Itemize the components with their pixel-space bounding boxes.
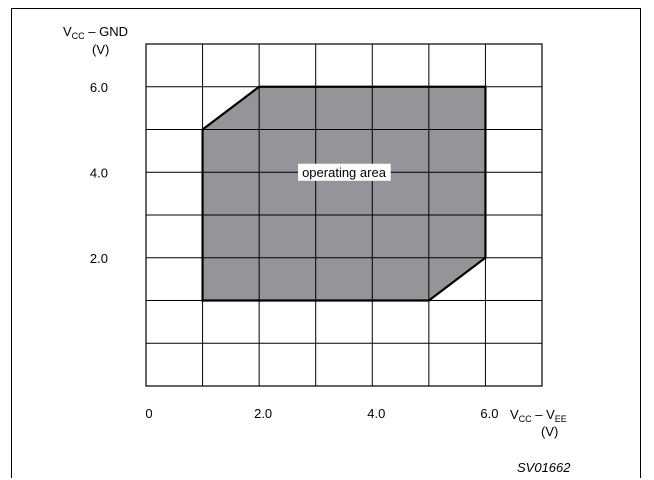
y-axis-unit: (V): [92, 42, 110, 57]
figure-reference: SV01662: [517, 460, 571, 475]
y-axis-label-rest: – GND: [84, 24, 129, 39]
y-tick-label: 4.0: [90, 165, 108, 180]
operating-area-outline: [201, 85, 487, 302]
x-tick-label: 6.0: [480, 406, 498, 421]
x-axis-label-main: V: [510, 407, 519, 422]
y-tick-label: 6.0: [90, 80, 108, 95]
x-tick-label: 4.0: [367, 406, 385, 421]
y-axis-label: VCC – GND: [63, 24, 129, 41]
figure-frame: [11, 8, 641, 478]
y-tick-label: 2.0: [90, 251, 108, 266]
operating-area-region: [202, 86, 486, 301]
y-axis-label-sub: CC: [71, 31, 85, 41]
x-axis-label-sub1: CC: [518, 414, 532, 424]
annotation-label: operating area: [302, 165, 387, 180]
x-axis-label-sub2: EE: [554, 414, 567, 424]
x-tick-label: 2.0: [254, 406, 272, 421]
annotation-label-background: [298, 163, 391, 181]
y-axis-label-main: V: [63, 24, 72, 39]
x-axis-label: VCC – VEE: [510, 407, 567, 424]
x-axis-label-sep: – V: [531, 407, 555, 422]
x-tick-label: 0: [145, 406, 152, 421]
x-axis-unit: (V): [541, 424, 559, 439]
plot-border: [145, 43, 543, 387]
